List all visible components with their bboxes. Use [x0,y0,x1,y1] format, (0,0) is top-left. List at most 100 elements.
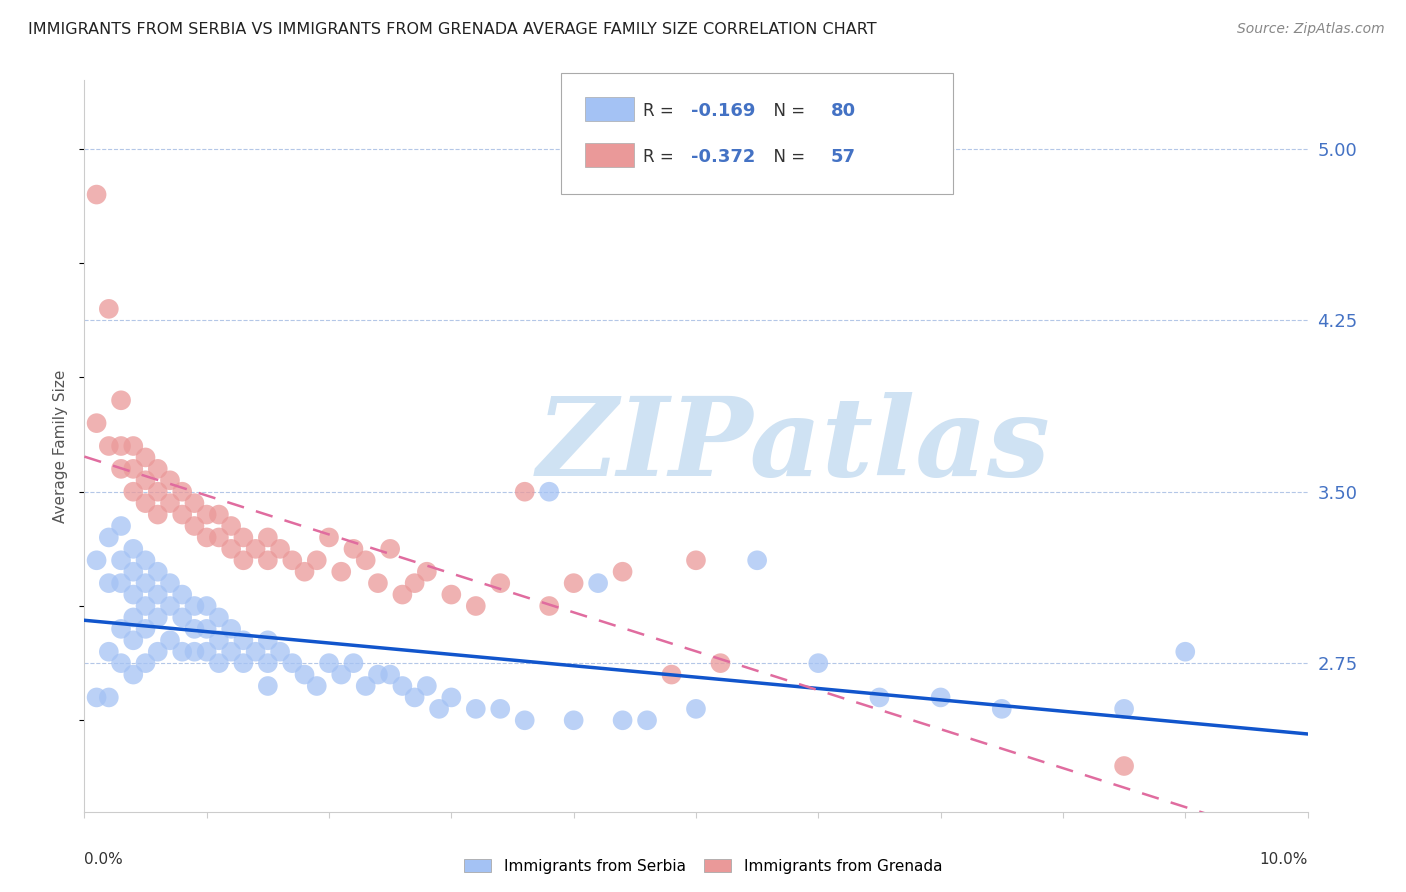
Point [172,484,194,499]
Point [172,610,194,624]
Point [404,690,426,705]
Point [183,599,205,613]
Point [330,565,353,579]
Point [159,599,181,613]
Point [391,588,413,602]
Point [416,679,439,693]
Legend: Immigrants from Serbia, Immigrants from Grenada: Immigrants from Serbia, Immigrants from … [458,853,948,880]
Point [562,714,585,728]
Point [929,690,952,705]
Text: -0.372: -0.372 [692,148,755,166]
Point [342,656,364,670]
Point [183,496,205,510]
Point [305,679,328,693]
Point [318,530,340,544]
Point [159,633,181,648]
FancyBboxPatch shape [585,97,634,120]
Point [219,541,242,556]
Point [97,576,120,591]
Point [281,656,304,670]
Point [440,588,463,602]
Point [354,553,377,567]
Point [330,667,353,681]
Point [257,553,280,567]
Point [135,622,157,636]
Point [208,610,231,624]
Point [146,645,169,659]
Point [219,645,242,659]
Point [464,702,486,716]
Point [367,576,389,591]
Point [991,702,1014,716]
Point [391,679,413,693]
Point [513,714,536,728]
Point [195,599,218,613]
Point [135,473,157,487]
Point [122,633,145,648]
Point [612,565,634,579]
Point [159,576,181,591]
Text: 10.0%: 10.0% [1260,852,1308,867]
Point [489,702,512,716]
Point [146,484,169,499]
Point [97,530,120,544]
Point [110,393,132,408]
Point [269,645,291,659]
Point [146,508,169,522]
Point [257,530,280,544]
Point [122,439,145,453]
Point [1114,702,1136,716]
Point [636,714,658,728]
Point [195,645,218,659]
Point [122,610,145,624]
Point [208,656,231,670]
Point [1174,645,1197,659]
Point [122,565,145,579]
Point [538,484,561,499]
Point [869,690,891,705]
Point [232,553,254,567]
Point [172,588,194,602]
Point [257,633,280,648]
Point [97,645,120,659]
Point [257,679,280,693]
Point [122,541,145,556]
Point [318,656,340,670]
Point [281,553,304,567]
Text: R =: R = [644,148,679,166]
Point [183,622,205,636]
Point [135,553,157,567]
Point [709,656,731,670]
Point [257,656,280,670]
Point [538,599,561,613]
Text: N =: N = [763,148,811,166]
Point [208,508,231,522]
Point [97,439,120,453]
Point [86,416,108,430]
Point [195,530,218,544]
Point [232,530,254,544]
Point [464,599,486,613]
Point [513,484,536,499]
Point [195,622,218,636]
Point [294,667,316,681]
Point [135,576,157,591]
Point [489,576,512,591]
Text: IMMIGRANTS FROM SERBIA VS IMMIGRANTS FROM GRENADA AVERAGE FAMILY SIZE CORRELATIO: IMMIGRANTS FROM SERBIA VS IMMIGRANTS FRO… [28,22,877,37]
Point [183,519,205,533]
Point [135,496,157,510]
Y-axis label: Average Family Size: Average Family Size [53,369,69,523]
Point [110,656,132,670]
Point [122,667,145,681]
Text: N =: N = [763,103,811,120]
Point [294,565,316,579]
Point [427,702,450,716]
Point [219,622,242,636]
FancyBboxPatch shape [585,144,634,167]
Point [97,301,120,316]
Text: 0.0%: 0.0% [84,852,124,867]
Point [367,667,389,681]
Point [208,530,231,544]
Point [135,450,157,465]
Point [135,656,157,670]
